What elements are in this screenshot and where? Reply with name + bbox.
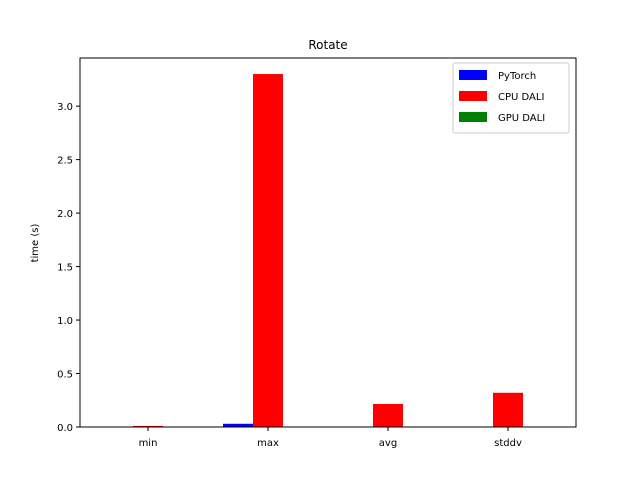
legend-label: PyTorch <box>498 71 536 82</box>
y-tick-label: 0.5 <box>57 370 73 381</box>
legend-label: GPU DALI <box>498 113 545 124</box>
x-tick-label: min <box>139 438 158 449</box>
bar-cpu-dali-min <box>133 425 163 427</box>
y-axis: 0.0 0.5 1.0 1.5 2.0 2.5 3.0 <box>57 102 80 434</box>
legend: PyTorch CPU DALI GPU DALI <box>452 62 570 134</box>
legend-swatch <box>459 112 487 122</box>
x-tick-label: avg <box>379 438 397 449</box>
x-tick-label: stddv <box>494 438 522 449</box>
y-tick-label: 2.5 <box>57 156 73 167</box>
plot-frame <box>79 57 577 428</box>
x-axis: min max avg stddv <box>139 427 522 449</box>
bar-cpu-dali-max <box>253 74 283 427</box>
chart-title: Rotate <box>308 38 347 52</box>
y-tick-label: 0.0 <box>57 423 73 434</box>
bar-cpu-dali-stddv <box>493 392 523 427</box>
y-tick-label: 3.0 <box>57 102 73 113</box>
y-tick-label: 1.0 <box>57 316 73 327</box>
legend-label: CPU DALI <box>498 92 544 103</box>
y-tick-label: 2.0 <box>57 209 73 220</box>
bars-layer <box>103 74 523 427</box>
x-tick-label: max <box>257 438 279 449</box>
legend-swatch <box>459 70 487 80</box>
y-axis-label: time (s) <box>30 224 41 263</box>
bar-cpu-dali-avg <box>373 404 403 427</box>
y-tick-label: 1.5 <box>57 263 73 274</box>
bar-pytorch-max <box>223 423 253 427</box>
legend-swatch <box>459 91 487 101</box>
